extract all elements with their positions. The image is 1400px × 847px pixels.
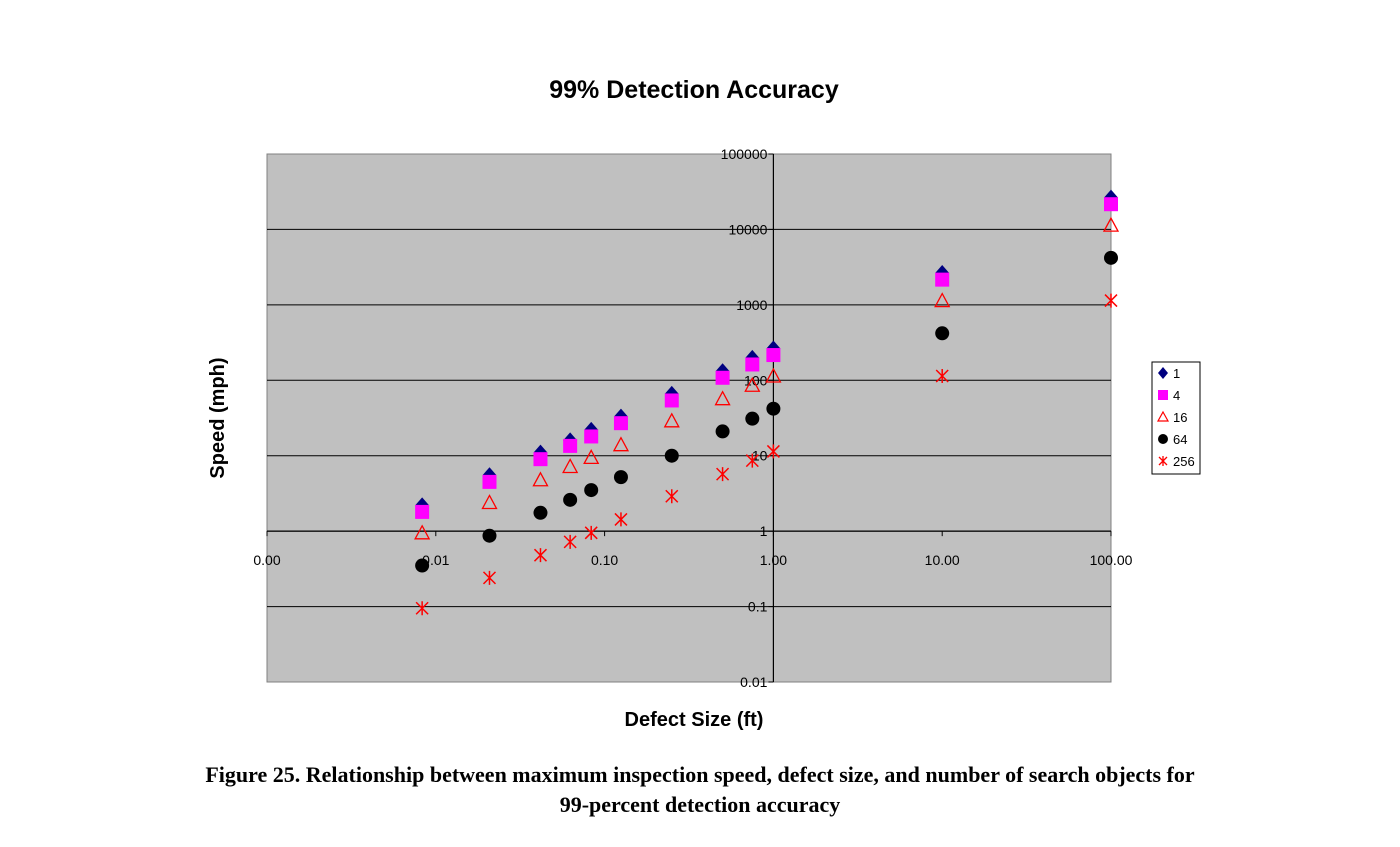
data-point-series-256 [614,512,628,527]
chart-title: 99% Detection Accuracy [549,76,839,104]
y-tick-label: 0.01 [740,674,767,690]
data-point-series-256 [745,453,759,468]
data-point-series-16 [562,458,579,474]
data-point-series-16 [663,412,680,428]
y-tick-label: 0.1 [748,599,768,615]
x-tick-label: 100.00 [1090,552,1133,568]
data-point-series-256 [665,489,679,504]
data-point-series-64 [415,558,430,573]
data-point-series-4 [584,429,599,444]
data-point-series-256 [1104,293,1118,308]
legend-marker-4 [1158,390,1168,400]
figure-caption: Figure 25. Relationship between maximum … [0,760,1400,820]
y-tick-label: 100000 [721,146,768,162]
data-point-series-16 [532,471,549,487]
data-point-series-256 [766,444,780,459]
legend-label-1: 1 [1173,366,1180,381]
data-point-series-64 [613,470,628,485]
data-point-series-16 [744,376,761,392]
legend-label-4: 4 [1173,388,1180,403]
data-point-series-4 [1104,197,1118,212]
data-point-series-64 [563,492,578,507]
data-point-series-16 [934,292,951,308]
data-point-series-4 [715,370,730,385]
data-point-series-256 [533,548,548,563]
x-tick-label: 10.00 [925,552,960,568]
legend-label-64: 64 [1173,432,1187,447]
data-point-series-64 [533,505,548,520]
data-point-series-4 [533,452,548,467]
data-point-series-16 [583,449,600,465]
data-point-series-4 [613,416,628,431]
chart-svg: 99% Detection Accuracy 0.01 0.1 1 10 100 1000 1… [207,76,1201,731]
x-tick-label: 0.01 [422,552,449,568]
data-point-series-256 [584,525,598,540]
data-point-series-256 [935,368,949,383]
data-point-series-4 [766,348,781,363]
data-point-series-64 [935,326,950,341]
x-tick-label: 0.00 [253,552,280,568]
data-point-series-16 [414,524,431,540]
legend-marker-64 [1158,434,1168,444]
data-point-series-16 [1102,216,1120,232]
y-tick-label: 1000 [736,297,767,313]
data-point-series-16 [714,390,731,406]
chart: 99% Detection Accuracy 0.01 0.1 1 10 100 1000 1… [207,76,1201,731]
data-point-series-256 [716,467,730,482]
data-point-series-4 [664,393,679,408]
y-tick-label: 10000 [728,221,767,237]
x-tick-label: 0.10 [591,552,618,568]
caption-line-1: Figure 25. Relationship between maximum … [205,762,1195,787]
data-point-series-256 [482,570,497,585]
data-point-series-16 [612,436,630,452]
data-point-series-64 [1104,250,1118,265]
legend-marker-256 [1158,456,1168,466]
x-axis-label: Defect Size (ft) [625,709,764,731]
data-point-series-64 [745,411,760,426]
data-point-series-4 [935,272,950,287]
legend-marker-1 [1158,367,1168,379]
data-point-series-16 [481,494,498,510]
data-point-series-64 [664,448,679,463]
data-point-series-4 [563,438,578,453]
data-point-series-64 [482,528,497,543]
legend-label-16: 16 [1173,410,1187,425]
data-point-series-64 [584,483,599,498]
data-point-series-4 [745,357,760,372]
caption-line-2: 99-percent detection accuracy [559,792,841,817]
legend-marker-16 [1156,410,1170,422]
data-point-series-256 [415,601,429,616]
data-point-series-4 [482,474,497,489]
data-point-series-16 [765,367,782,383]
y-tick-label: 100 [744,372,768,388]
x-tick-label: 1.00 [760,552,787,568]
y-tick-label: 10 [752,448,768,464]
y-axis-label: Speed (mph) [207,357,229,478]
data-point-series-4 [415,504,430,519]
plot-area [266,153,1112,683]
data-point-series-64 [766,401,781,416]
legend-label-256: 256 [1173,454,1195,469]
data-point-series-64 [715,424,730,439]
data-point-series-256 [563,534,577,549]
